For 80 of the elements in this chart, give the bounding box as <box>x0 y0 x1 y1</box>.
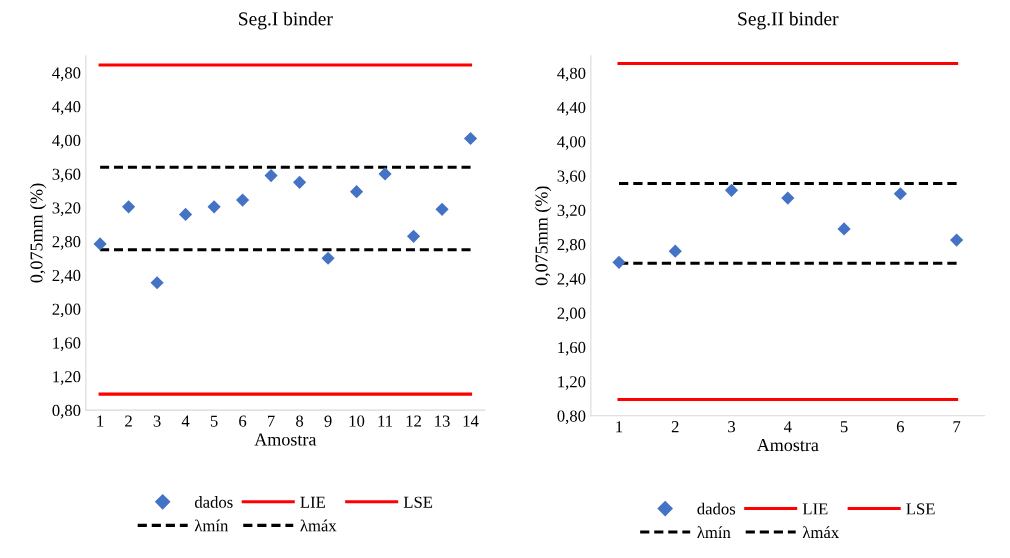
point <box>893 187 907 201</box>
x-tick-label: 10 <box>349 415 365 427</box>
legend-label: λmáx <box>300 519 337 532</box>
x-tick-label: 11 <box>378 415 393 427</box>
x-tick-label: 4 <box>181 415 190 427</box>
point <box>321 251 335 265</box>
point <box>93 237 107 251</box>
legend-label: LIE <box>802 503 828 515</box>
y-tick-label: 3,60 <box>52 168 81 183</box>
chart-title: Seg.I binder <box>239 11 333 30</box>
x-tick-label: 7 <box>953 421 961 433</box>
x-tick-label: 6 <box>239 415 247 427</box>
point <box>292 175 307 189</box>
point <box>122 200 136 214</box>
y-tick-label: 4,00 <box>52 134 81 149</box>
y-tick-label: 2,80 <box>557 239 586 253</box>
point <box>724 183 739 197</box>
y-tick-label: 0,80 <box>52 404 81 419</box>
x-tick-label: 9 <box>324 415 332 427</box>
point <box>406 229 421 243</box>
y-tick-label: 0,80 <box>557 410 586 425</box>
point <box>837 222 851 236</box>
legend-label: λmáx <box>802 526 839 539</box>
y-axis-title: 0,075mm (%) <box>29 183 47 283</box>
y-tick-label: 1,60 <box>53 337 81 351</box>
legend-label: LIE <box>300 496 325 508</box>
x-tick-label: 13 <box>435 415 450 427</box>
y-tick-label: 3,20 <box>557 204 586 219</box>
y-tick-label: 4,40 <box>52 101 81 115</box>
point <box>235 193 250 207</box>
x-axis-title: Amostra <box>254 433 317 446</box>
y-tick-label: 2,00 <box>557 307 586 322</box>
x-tick-label: 6 <box>896 421 905 433</box>
chart-title: Seg.II binder <box>738 11 839 30</box>
y-tick-label: 4,00 <box>557 136 586 150</box>
legend-label: λmín <box>697 526 731 538</box>
y-tick-label: 1,20 <box>53 371 81 385</box>
x-tick-label: 5 <box>210 415 218 427</box>
point <box>781 191 795 205</box>
y-tick-label: 2,80 <box>52 236 81 250</box>
point <box>349 185 364 199</box>
x-tick-label: 2 <box>125 415 132 427</box>
legend-label: LSE <box>403 496 433 508</box>
y-tick-label: 3,60 <box>557 170 586 185</box>
y-tick-label: 4,80 <box>52 67 81 82</box>
x-tick-label: 3 <box>728 421 736 433</box>
x-tick-label: 1 <box>616 421 623 433</box>
y-tick-label: 2,00 <box>52 303 81 318</box>
legend-label: dados <box>697 502 736 515</box>
y-tick-label: 2,40 <box>557 273 586 287</box>
y-tick-label: 4,80 <box>557 67 586 82</box>
x-tick-label: 7 <box>268 415 275 427</box>
point <box>668 244 682 258</box>
point <box>612 255 626 269</box>
point <box>179 207 193 221</box>
x-axis-title: Amostra <box>756 439 819 452</box>
legend-label: λmín <box>194 519 229 532</box>
point <box>207 200 221 214</box>
x-tick-label: 12 <box>406 415 421 427</box>
x-tick-label: 4 <box>783 421 792 433</box>
x-tick-label: 2 <box>671 421 679 433</box>
y-tick-label: 3,20 <box>52 202 81 216</box>
point <box>950 233 964 247</box>
point <box>378 167 392 181</box>
x-tick-label: 3 <box>153 415 161 427</box>
y-tick-label: 4,40 <box>557 101 586 116</box>
x-tick-label: 5 <box>840 421 848 433</box>
y-tick-label: 1,20 <box>558 376 586 390</box>
legend-label: LSE <box>906 503 935 515</box>
x-tick-label: 14 <box>463 415 479 427</box>
y-tick-label: 2,40 <box>52 269 81 284</box>
x-tick-label: 8 <box>296 415 304 427</box>
legend-label: dados <box>194 496 233 508</box>
point <box>435 202 449 216</box>
y-tick-label: 1,60 <box>558 341 586 356</box>
y-axis-title: 0,075mm (%) <box>534 186 552 286</box>
point <box>264 169 278 183</box>
point <box>463 131 478 146</box>
point <box>150 276 164 290</box>
x-tick-label: 1 <box>97 415 104 427</box>
